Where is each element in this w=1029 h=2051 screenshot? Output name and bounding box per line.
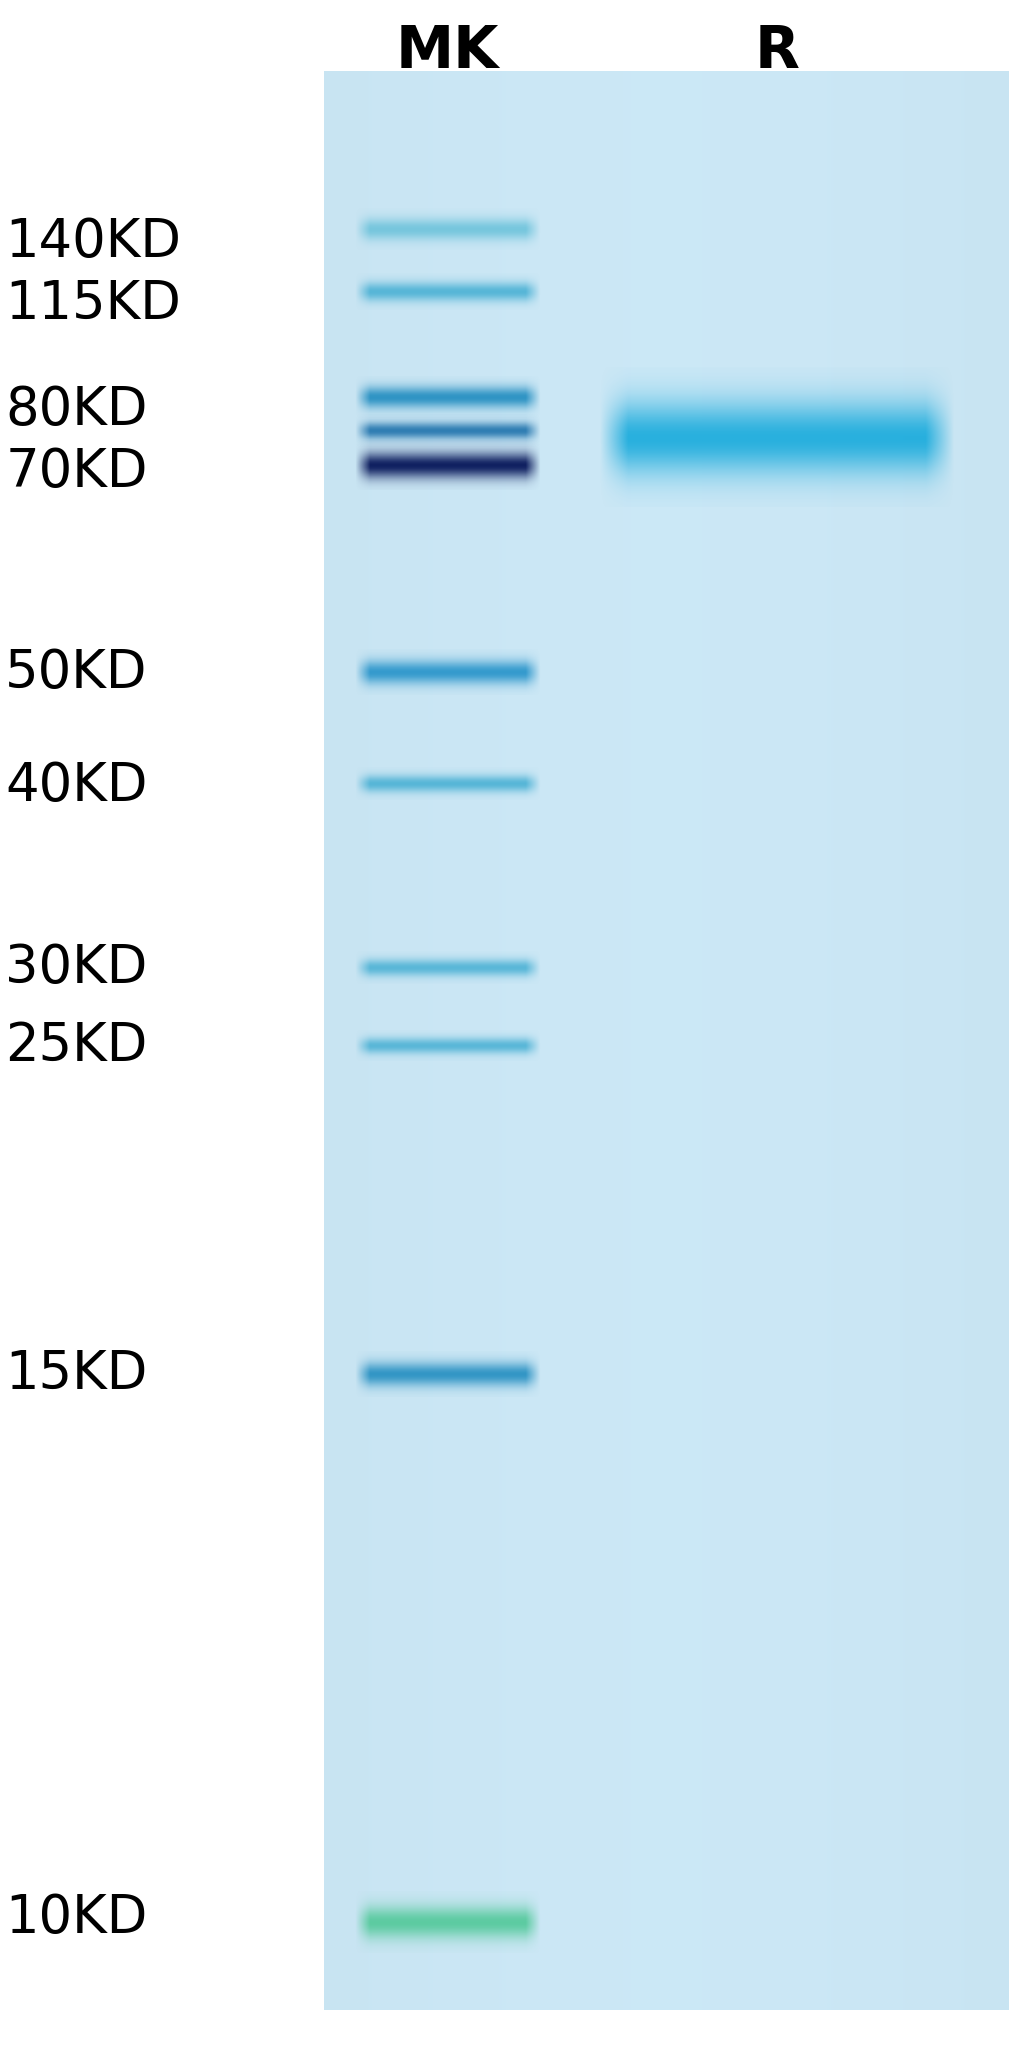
- Text: 15KD: 15KD: [5, 1348, 147, 1401]
- Text: 115KD: 115KD: [5, 277, 181, 330]
- Text: MK: MK: [396, 23, 499, 80]
- Text: 70KD: 70KD: [5, 445, 147, 498]
- Text: R: R: [754, 23, 800, 80]
- Text: 40KD: 40KD: [5, 759, 147, 812]
- Text: 50KD: 50KD: [5, 646, 147, 699]
- Text: 80KD: 80KD: [5, 384, 147, 437]
- Text: 30KD: 30KD: [5, 941, 147, 995]
- Text: 140KD: 140KD: [5, 215, 181, 269]
- Text: 10KD: 10KD: [5, 1891, 147, 1944]
- Text: 25KD: 25KD: [5, 1019, 147, 1073]
